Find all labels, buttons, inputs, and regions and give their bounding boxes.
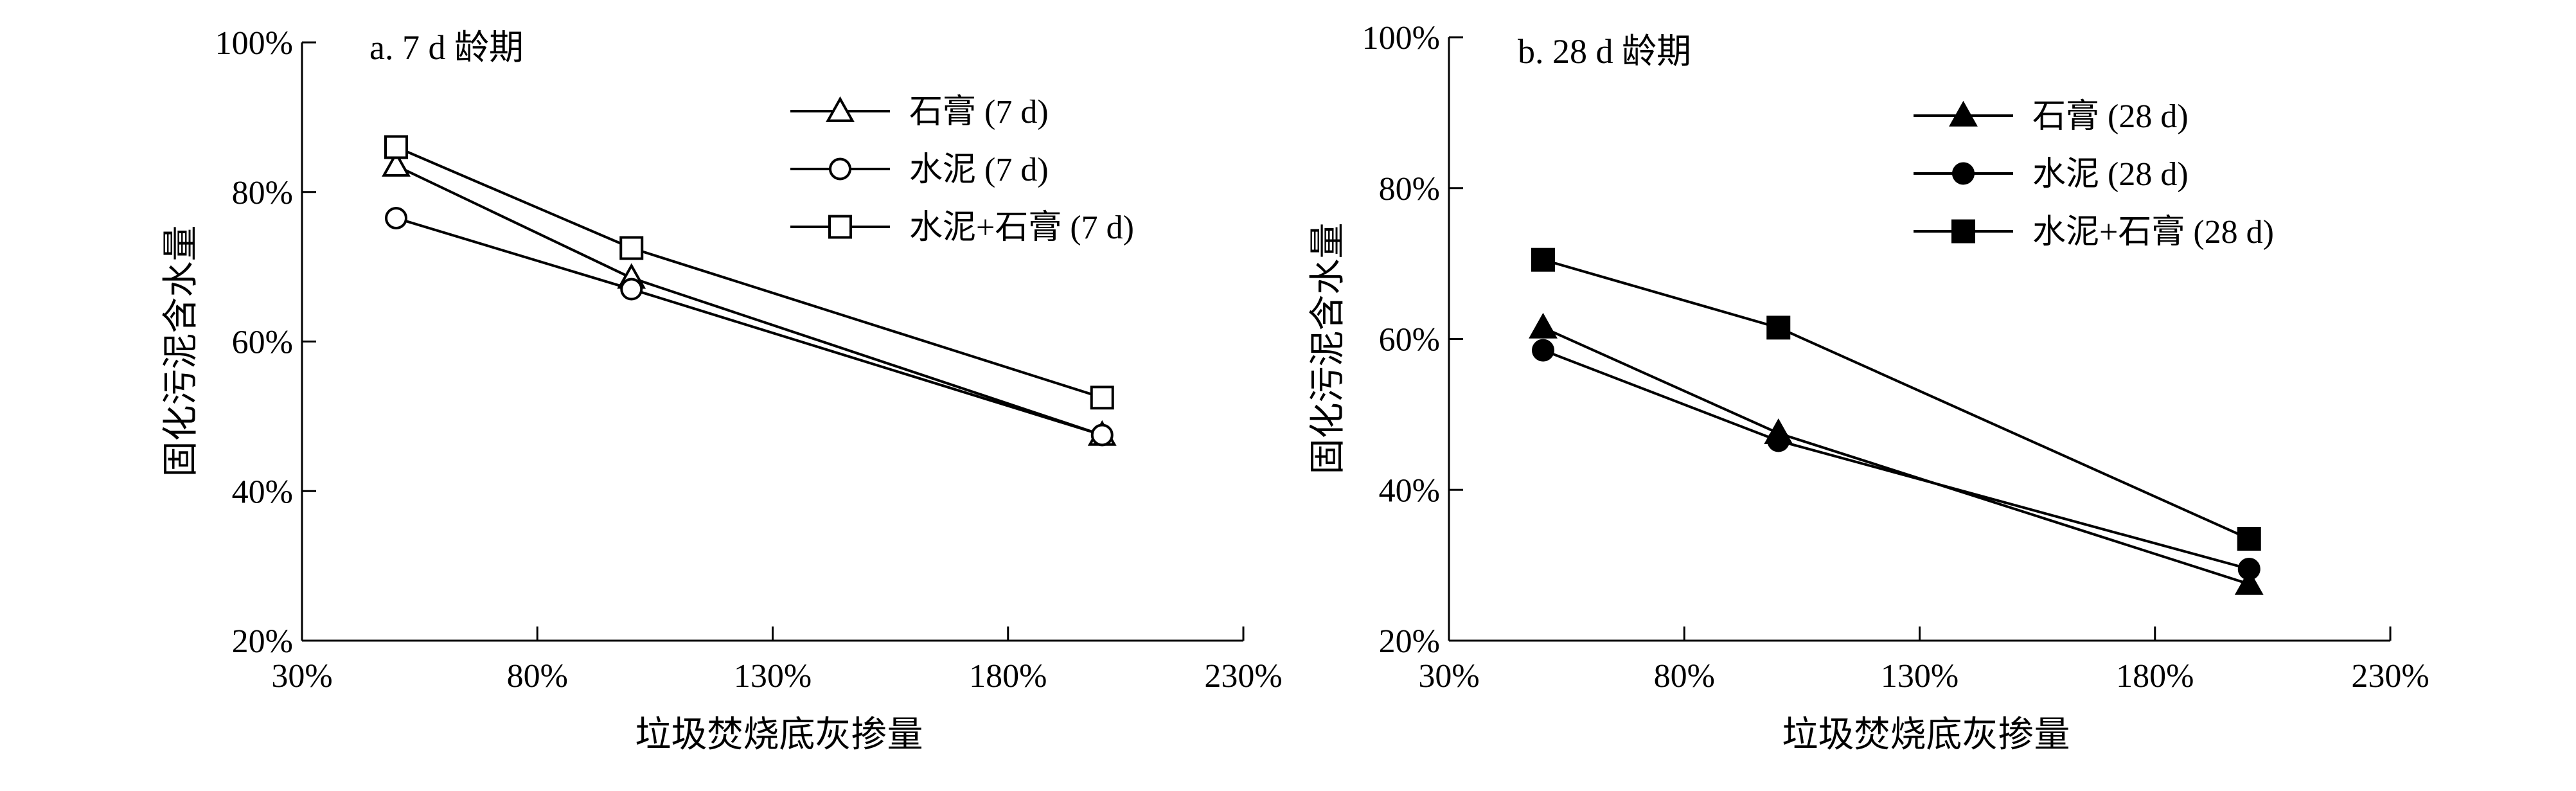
x-axis-label: 垃圾焚烧底灰掺量 <box>635 715 923 755</box>
data-point <box>382 150 411 177</box>
data-point <box>2237 527 2261 551</box>
y-tick-label: 80% <box>1379 171 1440 208</box>
data-point <box>385 206 407 229</box>
legend-marker <box>1949 100 1978 127</box>
legend-entry: 石膏 (7 d) <box>790 94 1049 130</box>
y-tick-label: 100% <box>1362 20 1440 57</box>
x-axis-label: 垃圾焚烧底灰掺量 <box>1782 715 2070 755</box>
legend-label: 水泥+石膏 (7 d) <box>909 209 1134 246</box>
data-point <box>1529 312 1558 339</box>
x-tick-label: 130% <box>734 658 812 695</box>
data-point <box>384 135 408 159</box>
legend-marker <box>1951 219 1975 244</box>
chart-panel-1: 20% 40% 60% 80% 100% 30% 80% 130% 180% 230% 垃圾焚烧底灰… <box>161 25 1283 755</box>
series-2 <box>385 206 1114 447</box>
panel-label: b. 28 d 龄期 <box>1518 32 1691 71</box>
legend-marker <box>829 157 851 181</box>
data-point <box>1090 423 1114 447</box>
series-3 <box>1531 247 2261 551</box>
y-tick-label: 40% <box>232 474 293 510</box>
x-tick-label: 230% <box>2351 658 2429 695</box>
series-1 <box>382 150 1117 446</box>
series-line <box>1542 326 2250 585</box>
x-tick-label: 80% <box>1654 658 1715 695</box>
legend-label: 石膏 (7 d) <box>909 94 1049 130</box>
series-line <box>395 164 1103 436</box>
data-point <box>2237 557 2261 580</box>
data-point <box>1090 386 1114 410</box>
legend-marker <box>828 215 852 239</box>
x-tick-label: 180% <box>969 658 1047 695</box>
x-tick-label: 130% <box>1881 658 1959 695</box>
y-tick-label: 60% <box>1379 322 1440 359</box>
data-point <box>1532 339 1554 362</box>
y-tick-label: 60% <box>232 324 293 361</box>
data-point <box>1766 316 1791 340</box>
legend-entry: 石膏 (28 d) <box>1914 98 2189 135</box>
series-2 <box>1532 339 2261 580</box>
series-line <box>395 217 1103 436</box>
data-point <box>2234 569 2264 595</box>
series-line <box>1542 258 2250 540</box>
y-axis-label: 固化污泥含水量 <box>161 226 201 477</box>
legend-entry: 水泥+石膏 (28 d) <box>1914 214 2274 251</box>
legend-entry: 水泥+石膏 (7 d) <box>790 209 1134 246</box>
legend-entry: 水泥 (28 d) <box>1914 156 2189 193</box>
legend-label: 水泥+石膏 (28 d) <box>2032 214 2274 251</box>
legend-marker <box>826 96 855 122</box>
y-tick-label: 40% <box>1379 472 1440 509</box>
x-tick-label: 30% <box>271 658 332 695</box>
y-tick-label: 80% <box>232 175 293 211</box>
x-tick-label: 180% <box>2116 658 2194 695</box>
data-point <box>619 236 644 260</box>
series-1 <box>1529 312 2264 595</box>
series-3 <box>384 135 1114 410</box>
data-point <box>620 278 643 301</box>
y-tick-label: 20% <box>232 623 293 660</box>
y-tick-label: 100% <box>215 25 293 62</box>
y-tick-label: 20% <box>1379 623 1440 660</box>
data-point <box>1531 247 1555 272</box>
x-tick-label: 30% <box>1418 658 1479 695</box>
y-axis-label: 固化污泥含水量 <box>1308 223 1348 475</box>
chart-panel-2: 20% 40% 60% 80% 100% 30% 80% 130% 180% 230% 垃圾焚烧底灰… <box>1308 20 2429 755</box>
legend-label: 石膏 (28 d) <box>2032 98 2189 135</box>
legend-label: 水泥 (28 d) <box>2032 156 2189 193</box>
series-line <box>1542 349 2250 571</box>
x-tick-label: 230% <box>1204 658 1282 695</box>
legend-label: 水泥 (7 d) <box>909 152 1049 188</box>
x-tick-label: 80% <box>507 658 568 695</box>
legend-marker <box>1952 162 1975 185</box>
data-point <box>1767 429 1790 452</box>
panel-label: a. 7 d 龄期 <box>369 28 524 67</box>
legend-entry: 水泥 (7 d) <box>790 152 1049 188</box>
